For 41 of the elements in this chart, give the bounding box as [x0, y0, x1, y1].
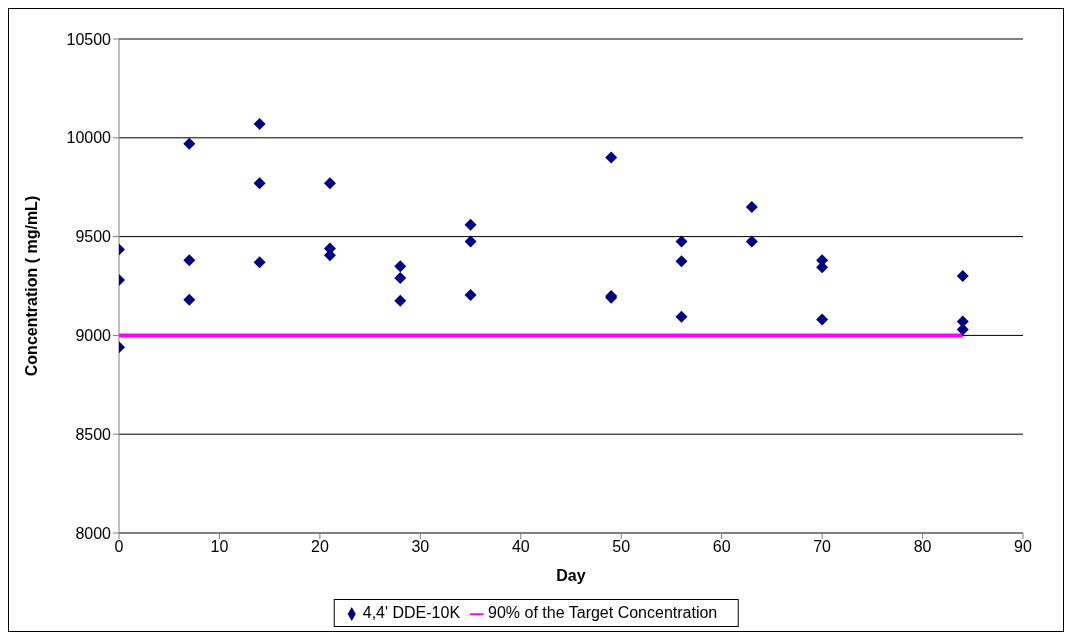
y-axis-title: Concentration ( mg/mL) [22, 195, 40, 377]
x-tick-label: 30 [411, 538, 430, 556]
point [745, 235, 758, 248]
point [675, 255, 688, 268]
point [464, 218, 477, 231]
point [675, 310, 688, 323]
x-tick-label: 80 [913, 538, 932, 556]
x-tick-label: 10 [210, 538, 229, 556]
legend-label: 90% of the Target Concentration [488, 604, 718, 621]
x-tick-label: 20 [310, 538, 329, 556]
y-tick-label: 10500 [66, 30, 112, 48]
y-tick-label: 9000 [75, 327, 112, 345]
y-tick-label: 8000 [75, 524, 112, 542]
point [464, 235, 477, 248]
point [183, 137, 196, 150]
x-tick-label: 60 [712, 538, 731, 556]
point [394, 272, 407, 285]
point [183, 293, 196, 306]
point [464, 288, 477, 301]
point [183, 254, 196, 267]
y-tick-label: 8500 [75, 425, 112, 443]
x-axis-title: Day [556, 567, 586, 584]
point [394, 294, 407, 307]
point [253, 177, 266, 190]
point [253, 117, 266, 130]
y-tick-label: 10000 [66, 129, 112, 147]
point [816, 313, 829, 326]
point [675, 235, 688, 248]
point [605, 151, 618, 164]
x-tick-label: 70 [813, 538, 832, 556]
x-tick-label: 0 [114, 538, 124, 556]
point [253, 256, 266, 269]
point [745, 200, 758, 213]
x-tick-label: 40 [511, 538, 530, 556]
legend-label: 4,4' DDE-10K [362, 604, 461, 621]
y-tick-label: 9500 [75, 228, 112, 246]
x-tick-label: 90 [1014, 538, 1032, 556]
x-tick-label: 50 [612, 538, 631, 556]
point [394, 260, 407, 273]
point [956, 270, 969, 283]
point [323, 177, 336, 190]
